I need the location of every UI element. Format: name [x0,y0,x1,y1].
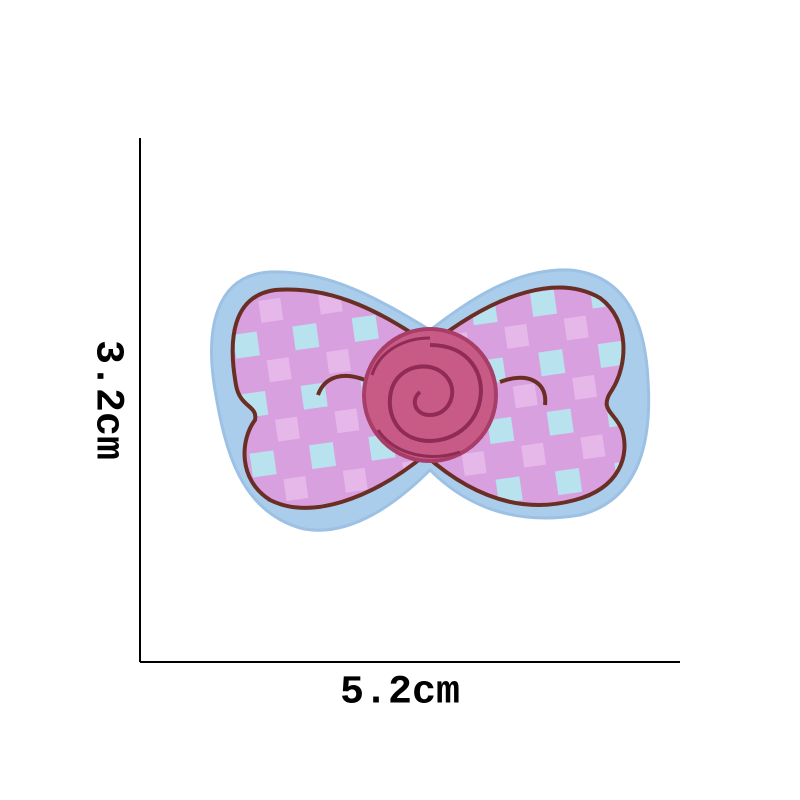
height-label: 3.2cm [84,340,129,460]
rose-petals [387,343,483,443]
ribbon-curls [316,373,548,406]
width-label: 5.2cm [340,671,460,716]
bow-patch [210,268,651,532]
rose-outer-petals [370,336,461,458]
